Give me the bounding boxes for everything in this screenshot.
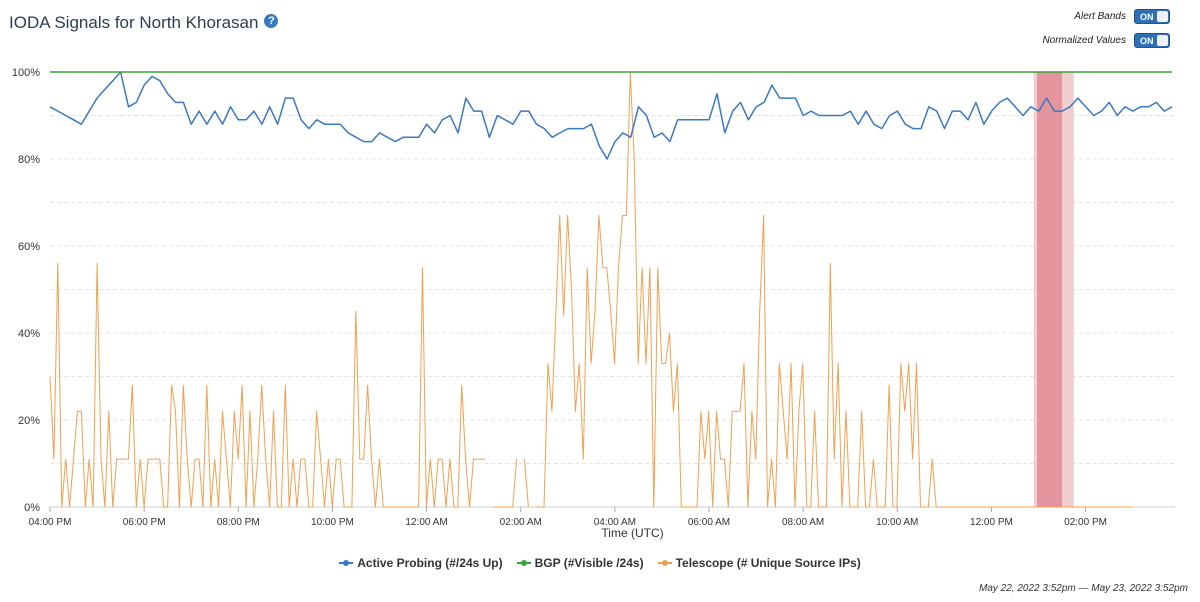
alert-band-critical <box>1037 72 1063 507</box>
y-tick-label: 80% <box>18 154 40 166</box>
x-tick-label: 08:00 AM <box>782 517 824 528</box>
series-line-active-probing <box>49 71 1173 160</box>
legend-label: BGP (#Visible /24s) <box>534 556 644 570</box>
x-tick-label: 04:00 PM <box>29 517 72 528</box>
x-tick-label: 04:00 AM <box>594 517 636 528</box>
toggle-knob <box>1157 35 1168 46</box>
legend-swatch <box>339 560 354 566</box>
date-range: May 22, 2022 3:52pm — May 23, 2022 3:52p… <box>978 583 1188 594</box>
normalized-values-toggle[interactable]: ON <box>1134 33 1170 48</box>
x-tick-label: 12:00 PM <box>970 517 1013 528</box>
y-tick-label: 20% <box>18 415 40 427</box>
x-axis-title: Time (UTC) <box>601 526 663 540</box>
alert-bands-toggle-row: Alert Bands ON <box>1074 9 1170 24</box>
legend-item[interactable]: Active Probing (#/24s Up) <box>339 556 503 570</box>
alert-bands-toggle[interactable]: ON <box>1134 9 1170 24</box>
y-tick-label: 60% <box>18 241 40 253</box>
alert-bands-label: Alert Bands <box>1074 11 1126 22</box>
normalized-values-state: ON <box>1140 36 1154 46</box>
y-tick-label: 40% <box>18 328 40 340</box>
toggle-knob <box>1157 11 1168 22</box>
x-tick-label: 10:00 AM <box>876 517 918 528</box>
normalized-values-toggle-row: Normalized Values ON <box>1042 33 1170 48</box>
y-tick-label: 100% <box>12 67 40 79</box>
x-tick-label: 06:00 AM <box>688 517 730 528</box>
chart-title: IODA Signals for North Khorasan ? <box>9 13 279 33</box>
legend-swatch <box>516 560 531 566</box>
x-tick-label: 06:00 PM <box>123 517 166 528</box>
legend-item[interactable]: Telescope (# Unique Source IPs) <box>657 556 861 570</box>
series-line-telescope <box>49 71 1133 508</box>
legend-label: Telescope (# Unique Source IPs) <box>675 556 861 570</box>
y-tick-label: 0% <box>24 502 40 514</box>
legend-item[interactable]: BGP (#Visible /24s) <box>516 556 644 570</box>
legend-swatch <box>657 560 672 566</box>
alert-bands-state: ON <box>1140 12 1154 22</box>
chart-legend: Active Probing (#/24s Up) BGP (#Visible /… <box>0 556 1200 570</box>
normalized-values-label: Normalized Values <box>1042 35 1126 46</box>
chart-title-text: IODA Signals for North Khorasan <box>9 13 259 32</box>
x-tick-label: 10:00 PM <box>311 517 354 528</box>
question-circle-icon[interactable]: ? <box>264 14 279 28</box>
legend-label: Active Probing (#/24s Up) <box>357 556 503 570</box>
x-tick-label: 08:00 PM <box>217 517 260 528</box>
x-tick-label: 02:00 AM <box>500 517 542 528</box>
x-tick-label: 02:00 PM <box>1064 517 1107 528</box>
x-tick-label: 12:00 AM <box>405 517 447 528</box>
